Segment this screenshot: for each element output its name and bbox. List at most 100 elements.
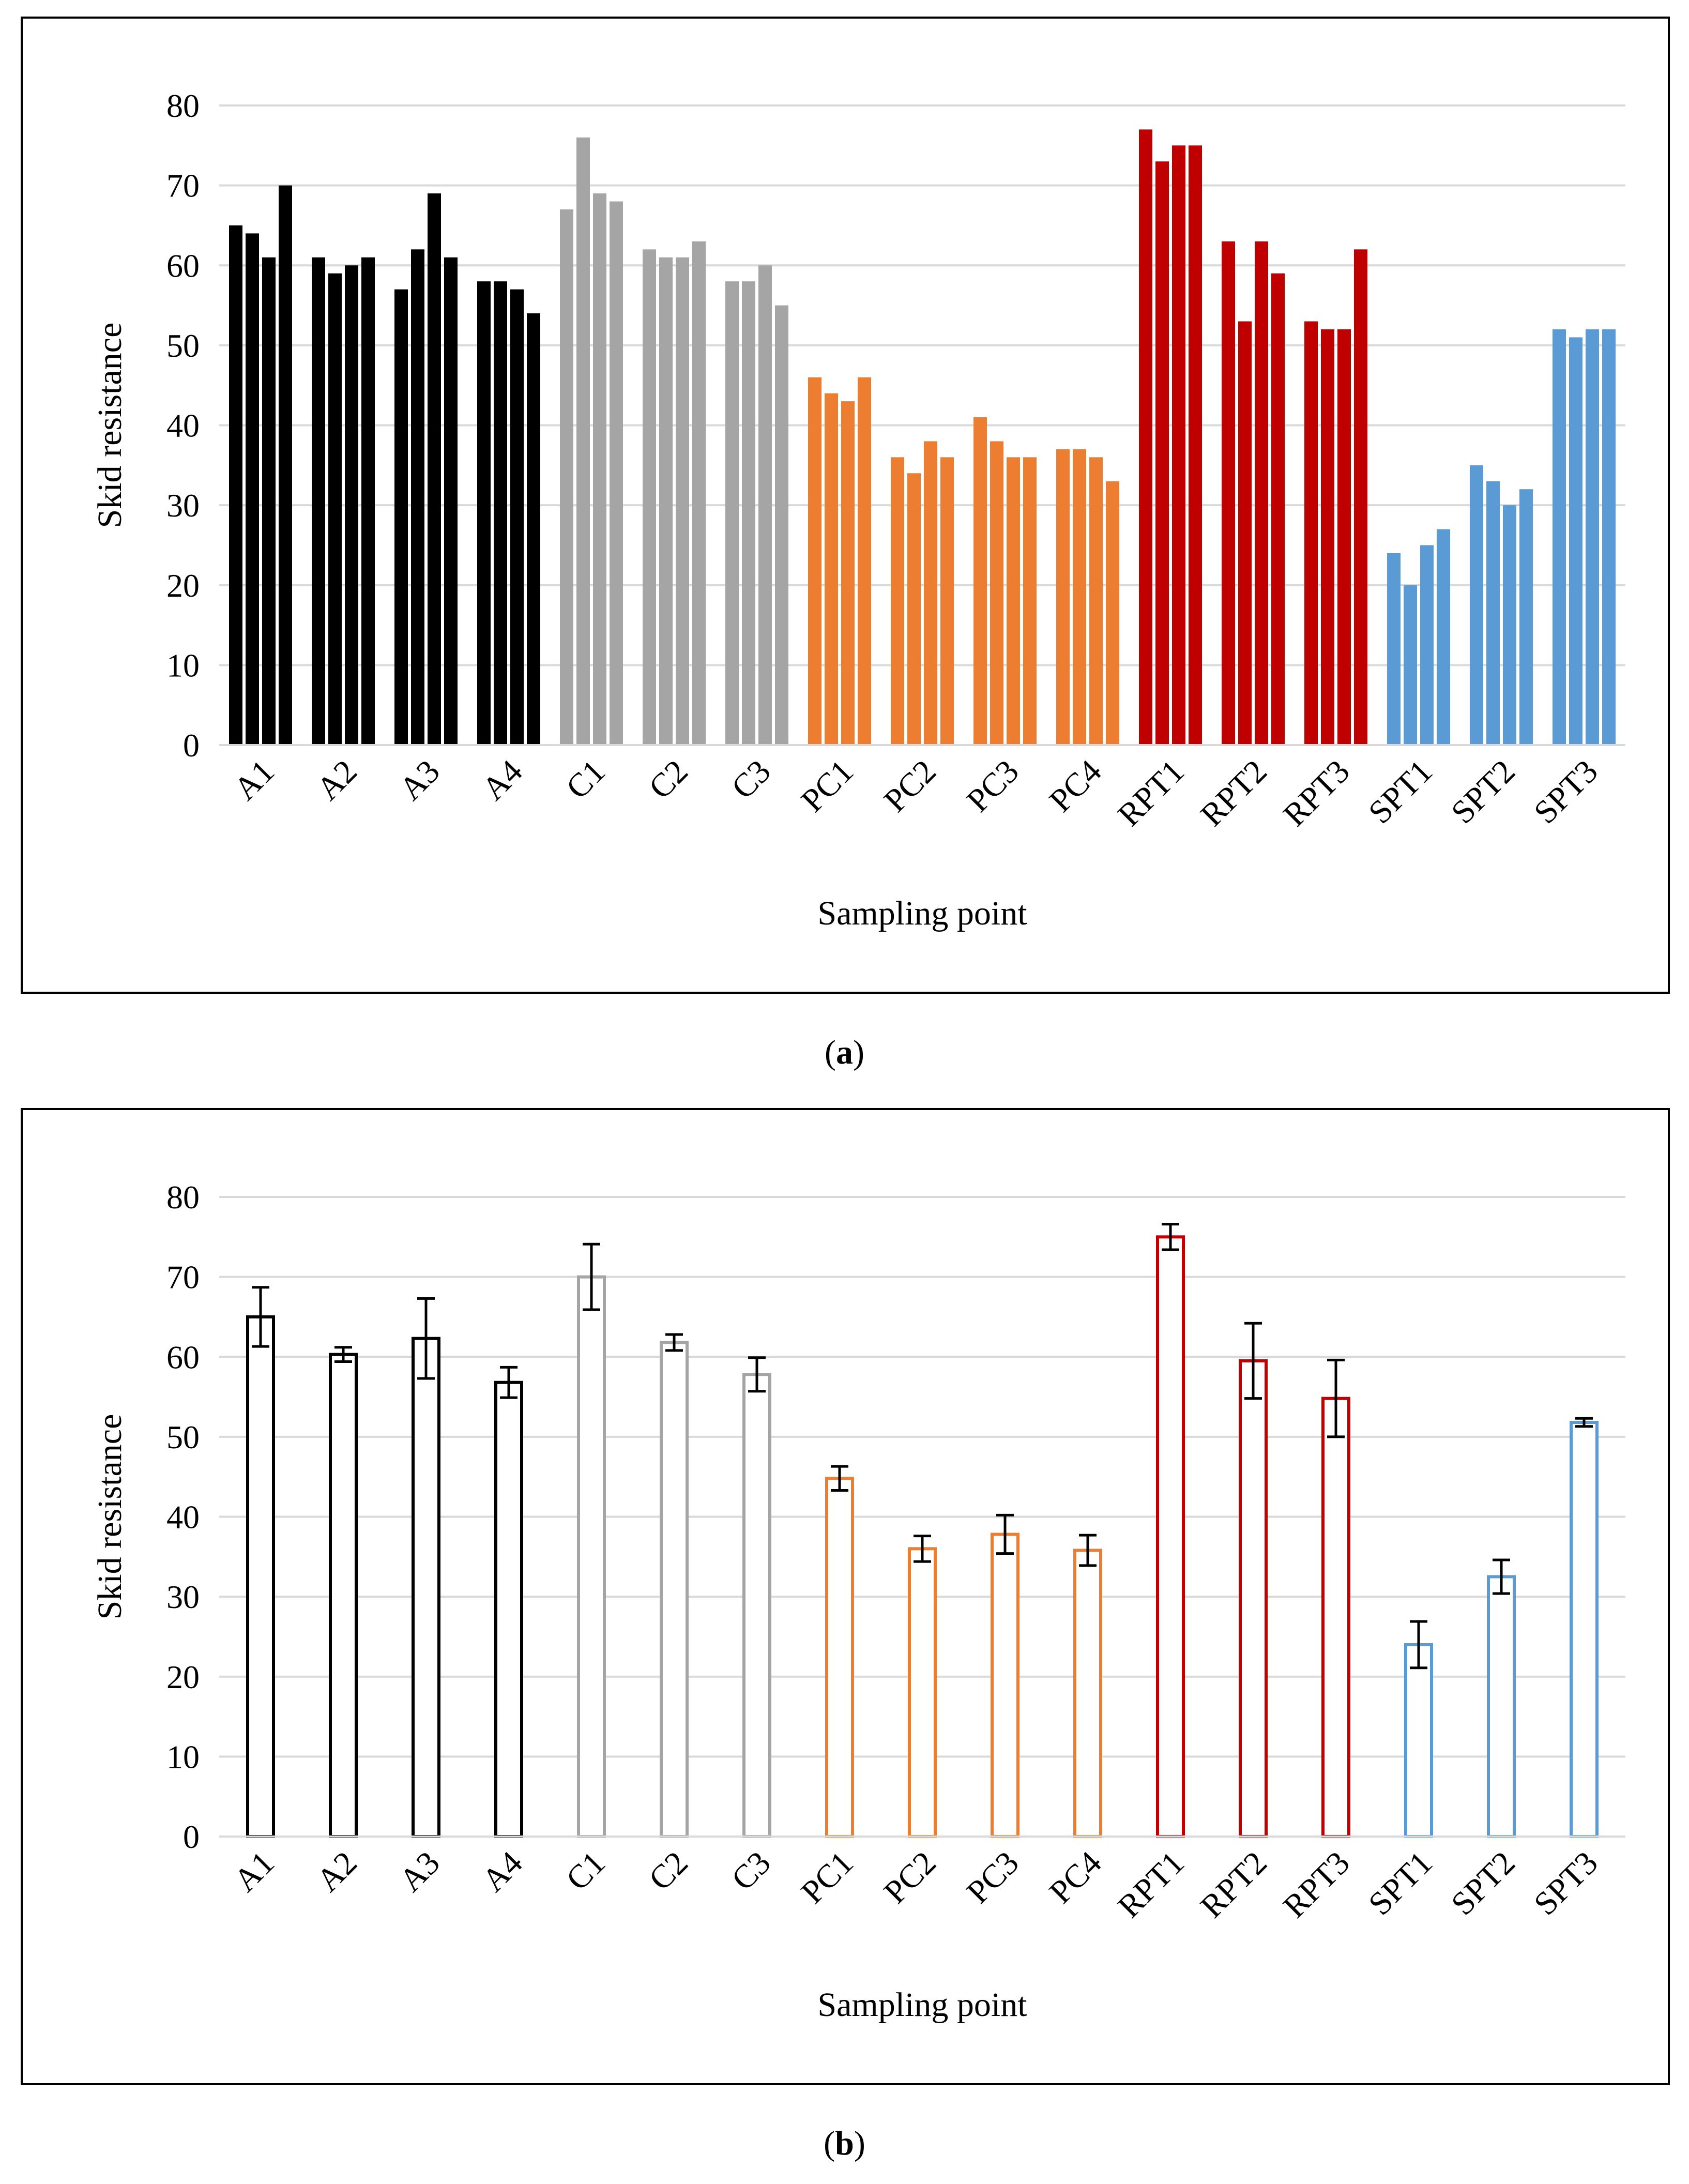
- bar-SPT2-2: [1486, 481, 1500, 745]
- x-tick-label-A4: A4: [475, 753, 529, 808]
- bar-PC4: [1073, 1549, 1102, 1838]
- x-axis-title: Sampling point: [817, 894, 1027, 932]
- bar-A2-2: [328, 273, 342, 745]
- chart-a: 0 10 20 30 40 50 60 70 80 A1 A2 A3 A4 C1 C2 C3 PC1 PC2 PC3…: [91, 87, 1625, 932]
- x-tick-label-SPT2: SPT2: [1444, 1844, 1522, 1922]
- bar-C2-4: [692, 241, 706, 745]
- x-tick-label-RPT1: RPT1: [1110, 753, 1191, 833]
- chart-b: 0 10 20 30 40 50 60 70 80 A1 A2 A3 A4 C1 C2 C3 PC1 PC2 PC3…: [91, 1179, 1625, 2024]
- bar-A1-1: [229, 225, 242, 745]
- x-tick-label-SPT3: SPT3: [1527, 1844, 1605, 1922]
- bar-RPT1: [1156, 1235, 1185, 1838]
- y-tick-label: 20: [166, 1659, 200, 1695]
- x-tick-label-PC2: PC2: [877, 753, 943, 819]
- y-tick-label: 80: [166, 87, 200, 124]
- bar-A3-2: [411, 249, 424, 745]
- bar-RPT2-4: [1271, 273, 1285, 745]
- bar-PC3-3: [1007, 457, 1020, 745]
- bar-PC2-2: [907, 473, 921, 745]
- y-tick-label: 50: [166, 1419, 200, 1455]
- bar-PC1-4: [858, 377, 871, 745]
- bar-C1-2: [576, 137, 590, 746]
- y-axis-title: Skid resistance: [91, 323, 129, 528]
- bar-PC4-3: [1089, 457, 1103, 745]
- x-tick-label-A3: A3: [392, 753, 447, 808]
- x-tick-label-A3: A3: [392, 1844, 447, 1899]
- bar-RPT1-3: [1172, 145, 1185, 745]
- bar-PC2: [908, 1547, 937, 1838]
- bar-RPT1-1: [1139, 129, 1152, 746]
- x-tick-label-PC4: PC4: [1042, 753, 1108, 819]
- bar-SPT2-3: [1503, 505, 1516, 745]
- bar-SPT1-2: [1404, 585, 1417, 745]
- x-tick-label-A2: A2: [309, 753, 364, 808]
- x-tick-label-PC3: PC3: [960, 1844, 1026, 1910]
- x-tick-label-C3: C3: [724, 1844, 778, 1898]
- bar-RPT3-2: [1321, 329, 1334, 745]
- bar-A3-3: [428, 193, 441, 745]
- bar-A2-4: [361, 257, 375, 746]
- bar-RPT1-2: [1155, 161, 1169, 745]
- x-tick-label-PC1: PC1: [794, 753, 860, 819]
- bar-SPT3-4: [1602, 329, 1616, 745]
- x-tick-label-RPT1: RPT1: [1110, 1844, 1191, 1925]
- y-tick-label: 60: [166, 247, 200, 284]
- y-tick-label: 20: [166, 567, 200, 604]
- y-tick-label: 70: [166, 168, 200, 204]
- bar-A1: [246, 1315, 275, 1838]
- x-tick-label-C2: C2: [642, 753, 695, 806]
- bar-SPT1-1: [1387, 553, 1401, 745]
- y-axis-title: Skid resistance: [91, 1414, 129, 1620]
- bar-C3-3: [758, 265, 772, 745]
- bar-C2-3: [676, 257, 689, 746]
- bar-SPT1-3: [1420, 545, 1434, 745]
- x-tick-label-A2: A2: [309, 1844, 364, 1899]
- caption-a: (a): [825, 1034, 864, 1071]
- bar-C1-4: [610, 201, 623, 745]
- bar-A1-3: [262, 257, 276, 746]
- bar-RPT2-3: [1255, 241, 1268, 745]
- x-axis-title: Sampling point: [817, 1986, 1027, 2024]
- x-tick-label-RPT2: RPT2: [1193, 1844, 1274, 1925]
- x-tick-label-A1: A1: [226, 1844, 281, 1899]
- bar-C3-4: [775, 305, 788, 745]
- bar-PC3: [991, 1533, 1020, 1838]
- bar-PC2-1: [891, 457, 904, 745]
- x-tick-label-A4: A4: [475, 1844, 529, 1899]
- x-tick-label-RPT2: RPT2: [1193, 753, 1274, 833]
- y-tick-label: 0: [183, 727, 200, 764]
- bar-C1-3: [593, 193, 606, 745]
- caption-b: (b): [824, 2125, 865, 2162]
- bar-SPT2-1: [1470, 465, 1483, 745]
- x-tick-label-RPT3: RPT3: [1276, 753, 1357, 833]
- y-tick-label: 10: [166, 647, 200, 684]
- bar-RPT3-3: [1337, 329, 1351, 745]
- bar-RPT3-4: [1354, 249, 1367, 745]
- x-tick-label-C2: C2: [642, 1844, 695, 1898]
- bar-RPT3-1: [1304, 321, 1318, 745]
- bar-A2: [329, 1353, 358, 1838]
- x-tick-label-RPT3: RPT3: [1276, 1844, 1357, 1925]
- x-tick-label-SPT3: SPT3: [1527, 753, 1605, 831]
- bar-C1: [577, 1275, 606, 1838]
- bar-A1-4: [279, 185, 292, 745]
- bar-PC4-2: [1073, 449, 1086, 745]
- y-tick-label: 0: [183, 1818, 200, 1855]
- x-tick-label-C3: C3: [724, 753, 778, 806]
- bar-PC1-1: [808, 377, 821, 745]
- y-tick-label: 50: [166, 327, 200, 364]
- bar-RPT2: [1239, 1359, 1268, 1838]
- bar-A4-3: [510, 289, 524, 745]
- y-tick-label: 60: [166, 1339, 200, 1375]
- bar-A3-1: [394, 289, 408, 745]
- bar-A1-2: [246, 233, 259, 745]
- bar-RPT2-1: [1222, 241, 1235, 745]
- x-tick-label-C1: C1: [559, 1844, 612, 1898]
- bar-SPT2: [1487, 1575, 1516, 1838]
- bar-PC2-4: [940, 457, 954, 745]
- bar-SPT1-4: [1437, 529, 1450, 745]
- y-tick-label: 40: [166, 407, 200, 444]
- bar-A4-1: [477, 281, 491, 745]
- bar-C1-1: [560, 209, 573, 746]
- y-tick-label: 80: [166, 1179, 200, 1216]
